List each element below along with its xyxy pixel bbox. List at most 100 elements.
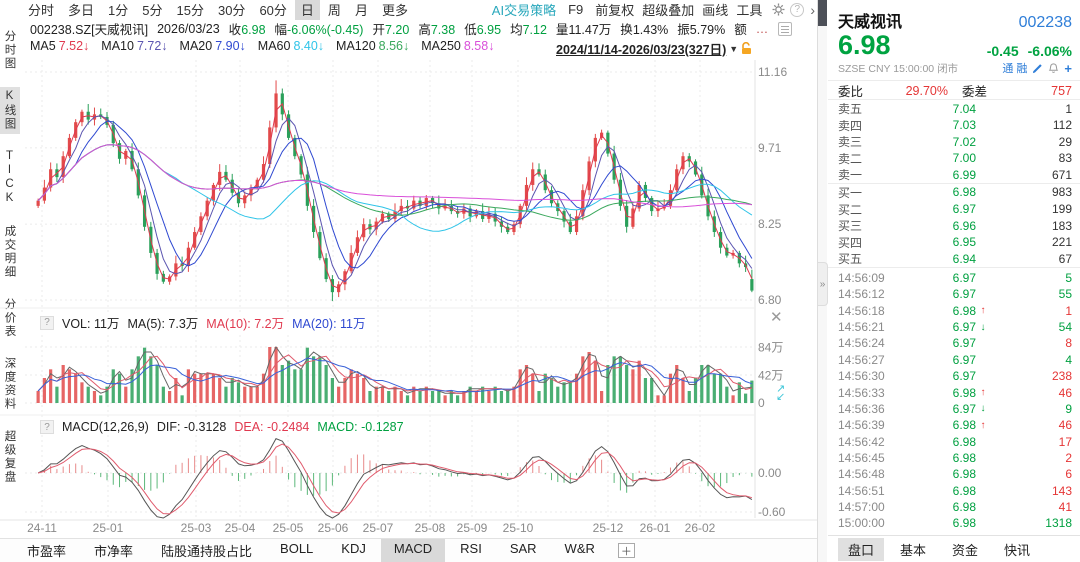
indicator-tab-W&R[interactable]: W&R <box>564 541 595 556</box>
currency-label: CNY <box>868 62 891 75</box>
period-tab-1分[interactable]: 1分 <box>108 3 129 18</box>
toolbar-item-工具[interactable]: 工具 <box>736 3 763 18</box>
stock-name: 天威视讯 <box>838 14 903 31</box>
quote-tab-快讯[interactable]: 快讯 <box>1004 542 1031 558</box>
ask-row[interactable]: 卖一 6.99 671 <box>828 166 1080 183</box>
level-volume: 983 <box>1051 185 1072 200</box>
period-tab-多日[interactable]: 多日 <box>68 3 95 18</box>
tick-price: 6.98 <box>952 516 976 531</box>
tick-price: 6.97 <box>952 352 976 367</box>
period-tab-60分[interactable]: 60分 <box>259 3 287 18</box>
tick-row: 14:56:18 6.98 ↑ 1 <box>828 303 1080 319</box>
macd-dif: DIF: -0.3128 <box>156 420 227 434</box>
ask-row[interactable]: 卖二 7.00 83 <box>828 150 1080 167</box>
sidebar-item-超级复盘[interactable]: 超级复盘 <box>3 430 16 484</box>
ma-legend-MA250: MA250 8.58↓ <box>421 39 494 53</box>
indicator-tab-BOLL[interactable]: BOLL <box>280 541 314 556</box>
margin-flag-融: 融 <box>1016 63 1028 75</box>
tick-time: 14:56:36 <box>838 401 885 416</box>
sidebar-item-K线图[interactable]: K线图 <box>0 86 20 134</box>
chart-canvas[interactable] <box>0 55 817 538</box>
time-axis-tick: 25-06 <box>317 521 349 535</box>
ask-row[interactable]: 卖五 7.04 1 <box>828 100 1080 117</box>
ai-strategy-link[interactable]: AI交易策略 <box>491 3 557 18</box>
indicator-tab-KDJ[interactable]: KDJ <box>341 541 366 556</box>
sidebar-item-成交明细[interactable]: 成交明细 <box>3 224 16 279</box>
tick-up-arrow-icon: ↑ <box>980 305 986 317</box>
tick-volume: 2 <box>1065 450 1072 465</box>
ask-row[interactable]: 卖四 7.03 112 <box>828 117 1080 134</box>
level-price: 6.94 <box>952 251 976 266</box>
indicator-tab-陆股通持股占比[interactable]: 陆股通持股占比 <box>161 544 253 559</box>
toolbar-item-超级叠加[interactable]: 超级叠加 <box>642 3 695 18</box>
level-label: 买二 <box>838 202 863 217</box>
period-tab-更多[interactable]: 更多 <box>381 3 408 18</box>
period-tab-月[interactable]: 月 <box>354 3 368 18</box>
tick-time: 14:57:00 <box>838 499 885 514</box>
kline-chart[interactable]: ? VOL: 11万 MA(5): 7.3万 MA(10): 7.2万 MA(2… <box>0 55 817 538</box>
change-percent: -6.06% <box>1027 43 1072 59</box>
expand-icon[interactable]: ↗ ↙ <box>776 383 786 403</box>
sidebar-item-分时图[interactable]: 分时图 <box>3 30 16 71</box>
tick-price: 6.98 <box>952 418 976 433</box>
help-icon[interactable]: ? <box>790 2 805 17</box>
tick-price: 6.98 <box>952 303 976 318</box>
memo-icon[interactable] <box>778 21 793 36</box>
macd-axis-tick: -0.60 <box>758 505 786 519</box>
chevron-down-icon[interactable]: ▼ <box>729 43 739 54</box>
bid-row[interactable]: 买二 6.97 199 <box>828 201 1080 218</box>
indicator-tab-市盈率[interactable]: 市盈率 <box>27 544 67 559</box>
ask-row[interactable]: 卖三 7.02 29 <box>828 133 1080 150</box>
bid-row[interactable]: 买五 6.94 67 <box>828 250 1080 267</box>
bid-row[interactable]: 买四 6.95 221 <box>828 234 1080 251</box>
tick-price: 6.98 <box>952 434 976 449</box>
quote-tab-基本[interactable]: 基本 <box>900 542 927 558</box>
quote-tab-盘口[interactable]: 盘口 <box>838 537 885 561</box>
volume-axis-tick: 42万 <box>758 368 784 383</box>
bid-row[interactable]: 买三 6.96 183 <box>828 217 1080 234</box>
sidebar-item-TICK[interactable]: TICK <box>3 149 16 206</box>
sidebar-item-深度资料[interactable]: 深度资料 <box>3 357 16 411</box>
date-range-selector[interactable]: 2024/11/14-2026/03/23(327日) <box>556 43 727 57</box>
bid-row[interactable]: 买一 6.98 983 <box>828 184 1080 201</box>
volume-axis-tick: 84万 <box>758 340 784 355</box>
volume-help-icon[interactable]: ? <box>40 315 54 330</box>
macd-help-icon[interactable]: ? <box>40 420 54 434</box>
field-振: 振5.79% <box>677 19 725 38</box>
indicator-tab-RSI[interactable]: RSI <box>460 541 482 556</box>
period-tab-5分[interactable]: 5分 <box>142 3 163 18</box>
gear-icon[interactable] <box>770 2 786 18</box>
weibi-row: 委比 29.70% 委差 757 <box>828 80 1080 99</box>
tick-time: 14:56:48 <box>838 467 885 482</box>
tick-volume: 46 <box>1058 385 1072 400</box>
indicator-tab-市净率[interactable]: 市净率 <box>94 544 134 559</box>
field-低: 低6.95 <box>464 19 501 38</box>
alert-bell-icon[interactable] <box>1048 62 1059 74</box>
period-tab-分时[interactable]: 分时 <box>28 3 55 18</box>
f9-shortcut[interactable]: F9 <box>568 2 584 17</box>
market-status-line: SZSE CNY 15:00:00 闭市 <box>838 61 958 76</box>
period-tab-日[interactable]: 日 <box>294 0 320 20</box>
level-volume: 671 <box>1051 167 1072 182</box>
panel-collapse-handle[interactable]: » <box>818 262 828 306</box>
quote-tab-资金[interactable]: 资金 <box>952 542 979 558</box>
unlock-icon[interactable] <box>741 42 752 55</box>
period-tab-周[interactable]: 周 <box>327 3 341 18</box>
toolbar-item-画线[interactable]: 画线 <box>702 3 729 18</box>
period-tab-15分[interactable]: 15分 <box>176 3 204 18</box>
add-watchlist-icon[interactable]: + <box>1064 60 1072 76</box>
quote-flags: 通融 + <box>1002 60 1072 76</box>
indicator-tab-MACD[interactable]: MACD <box>380 539 446 562</box>
field-label: 幅 <box>274 23 288 37</box>
macd-pane-label: ? MACD(12,26,9) DIF: -0.3128 DEA: -0.248… <box>40 420 404 434</box>
indicator-tab-SAR[interactable]: SAR <box>509 541 537 556</box>
edit-icon[interactable] <box>1032 63 1043 74</box>
period-tab-30分[interactable]: 30分 <box>217 3 246 18</box>
ask-list: 卖五 7.04 1 卖四 7.03 112 卖三 7.02 29 卖二 7.00 83 卖一 6.99 67… <box>828 99 1080 183</box>
tick-row: 14:56:42 6.98 17 <box>828 433 1080 449</box>
add-indicator-button[interactable]: ＋ <box>617 543 635 558</box>
tick-price: 6.97 <box>952 271 976 286</box>
chevron-right-icon[interactable]: › <box>810 1 815 18</box>
close-icon[interactable]: ✕ <box>770 309 783 326</box>
toolbar-item-前复权[interactable]: 前复权 <box>595 3 635 18</box>
